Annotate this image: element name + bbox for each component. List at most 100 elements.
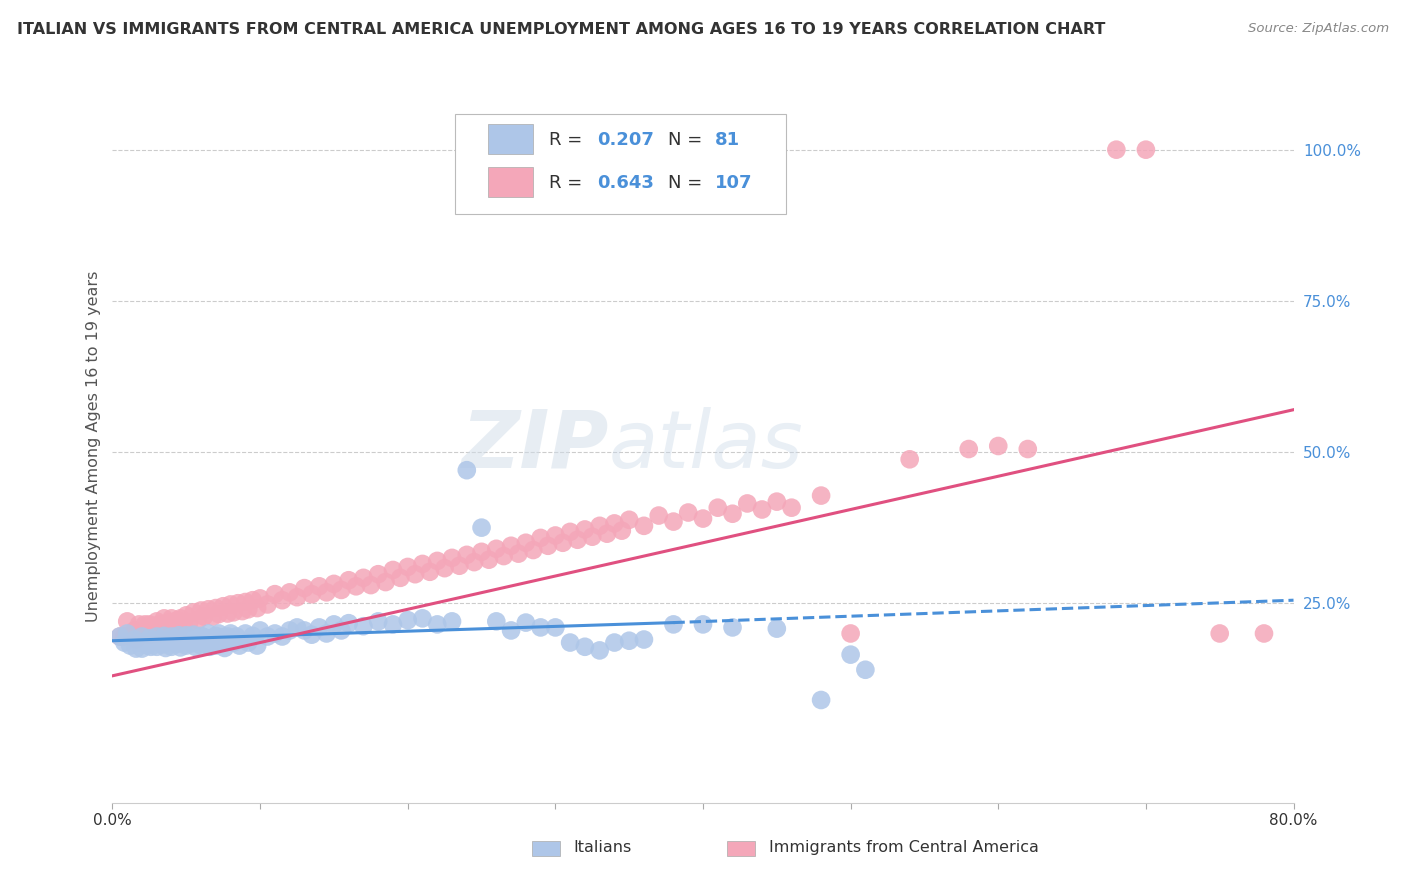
- Point: [957, 442, 980, 456]
- Point: [219, 626, 242, 640]
- Point: [662, 617, 685, 632]
- Point: [157, 633, 180, 648]
- Point: [529, 531, 551, 545]
- Point: [544, 528, 567, 542]
- Point: [249, 624, 271, 638]
- Point: [146, 615, 169, 629]
- Text: Italians: Italians: [574, 840, 631, 855]
- Point: [117, 615, 138, 629]
- Point: [205, 629, 228, 643]
- Point: [352, 571, 374, 585]
- Point: [574, 523, 596, 537]
- Point: [201, 609, 224, 624]
- Point: [146, 630, 169, 644]
- Point: [256, 598, 278, 612]
- Point: [155, 624, 177, 638]
- Point: [153, 611, 176, 625]
- Point: [246, 639, 269, 653]
- Point: [292, 581, 315, 595]
- Point: [193, 609, 215, 624]
- Text: ITALIAN VS IMMIGRANTS FROM CENTRAL AMERICA UNEMPLOYMENT AMONG AGES 16 TO 19 YEAR: ITALIAN VS IMMIGRANTS FROM CENTRAL AMERI…: [17, 22, 1105, 37]
- Point: [146, 626, 169, 640]
- Point: [242, 593, 264, 607]
- Text: Immigrants from Central America: Immigrants from Central America: [769, 840, 1039, 855]
- Bar: [531, 840, 560, 856]
- Point: [285, 590, 308, 604]
- Point: [157, 615, 180, 630]
- Point: [662, 515, 685, 529]
- Point: [633, 518, 655, 533]
- Point: [501, 539, 523, 553]
- Text: ZIP: ZIP: [461, 407, 609, 485]
- Point: [315, 585, 337, 599]
- Point: [108, 630, 131, 644]
- Point: [426, 554, 449, 568]
- Point: [160, 640, 183, 654]
- Point: [470, 545, 494, 559]
- Text: R =: R =: [550, 174, 589, 192]
- Point: [131, 630, 153, 644]
- Point: [190, 629, 212, 643]
- Point: [1135, 143, 1157, 157]
- Point: [478, 552, 501, 566]
- Point: [149, 632, 172, 647]
- Point: [426, 617, 449, 632]
- Point: [278, 585, 301, 599]
- Point: [603, 516, 626, 531]
- Point: [551, 535, 574, 549]
- Point: [855, 663, 877, 677]
- Point: [139, 640, 162, 654]
- Point: [441, 550, 464, 565]
- Point: [515, 615, 537, 630]
- Point: [112, 635, 135, 649]
- Point: [225, 630, 247, 644]
- Point: [187, 613, 209, 627]
- Point: [330, 624, 353, 638]
- Point: [330, 582, 353, 597]
- Y-axis label: Unemployment Among Ages 16 to 19 years: Unemployment Among Ages 16 to 19 years: [86, 270, 101, 622]
- Point: [153, 629, 176, 643]
- Point: [205, 601, 228, 615]
- Point: [124, 632, 146, 647]
- Point: [433, 561, 456, 575]
- Point: [172, 632, 194, 647]
- Point: [163, 632, 186, 647]
- Point: [197, 602, 219, 616]
- Point: [441, 615, 464, 629]
- Point: [610, 524, 633, 538]
- Point: [124, 624, 146, 638]
- Point: [315, 626, 337, 640]
- Point: [167, 628, 190, 642]
- Point: [211, 635, 233, 649]
- Point: [360, 578, 382, 592]
- Point: [558, 635, 582, 649]
- Point: [201, 632, 224, 646]
- Point: [125, 641, 148, 656]
- Point: [456, 548, 478, 562]
- Point: [581, 530, 603, 544]
- Point: [898, 452, 921, 467]
- Point: [233, 595, 256, 609]
- Point: [152, 637, 174, 651]
- Point: [184, 640, 207, 654]
- Point: [146, 640, 169, 654]
- Point: [352, 619, 374, 633]
- Point: [766, 494, 789, 508]
- Point: [112, 630, 135, 644]
- Point: [301, 587, 323, 601]
- Point: [131, 641, 153, 656]
- Point: [337, 574, 360, 588]
- Point: [183, 628, 205, 642]
- Point: [190, 639, 212, 653]
- Text: Source: ZipAtlas.com: Source: ZipAtlas.com: [1249, 22, 1389, 36]
- Point: [152, 624, 174, 638]
- Point: [492, 549, 515, 563]
- Point: [271, 593, 294, 607]
- Point: [596, 526, 619, 541]
- Point: [647, 508, 671, 523]
- Point: [396, 613, 419, 627]
- Point: [190, 603, 212, 617]
- Point: [987, 439, 1010, 453]
- Point: [411, 557, 433, 571]
- Point: [508, 547, 530, 561]
